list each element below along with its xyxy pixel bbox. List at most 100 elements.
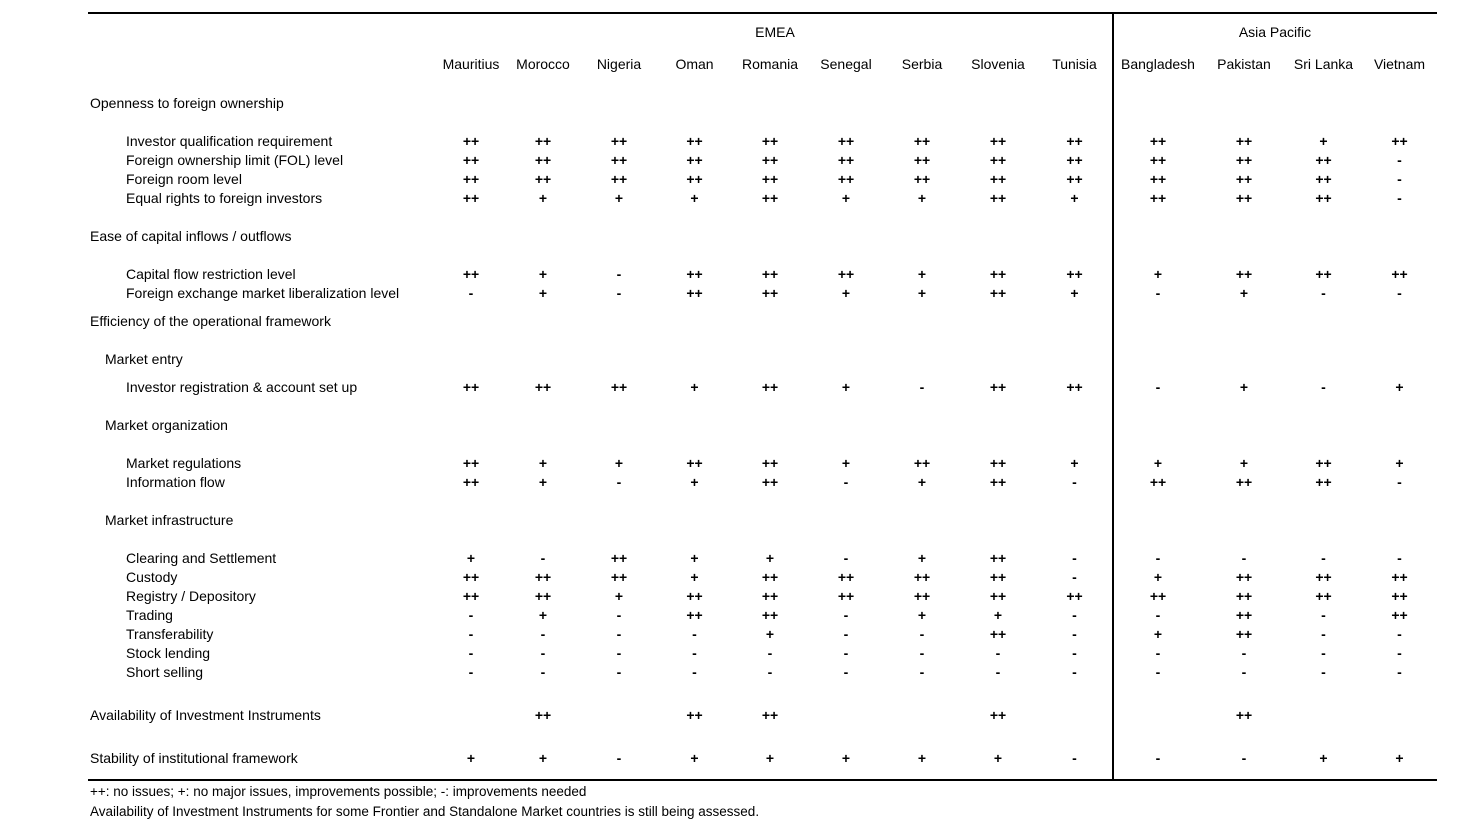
cell-value: + xyxy=(1153,626,1163,642)
cell-value: ++ xyxy=(761,607,779,623)
cell-value: - xyxy=(1397,645,1402,661)
cell-value: - xyxy=(1072,474,1077,490)
cell-value: ++ xyxy=(1235,133,1253,149)
column-header-oman: Oman xyxy=(675,56,714,72)
item-row: Foreign exchange market liberalization l… xyxy=(88,284,1437,303)
row-label: Market entry xyxy=(105,351,183,367)
cell-value xyxy=(1285,706,1362,725)
cell-value: ++ xyxy=(761,379,779,395)
spacer-row xyxy=(88,530,1437,549)
subsection-row: Market infrastructure xyxy=(88,511,1437,530)
cell-value: + xyxy=(917,750,927,766)
cell-value: ++ xyxy=(989,474,1007,490)
cell-value: + xyxy=(1153,455,1163,471)
cell-value: + xyxy=(614,588,624,604)
cell-value: ++ xyxy=(1315,266,1332,282)
cell-value: - xyxy=(1397,474,1402,490)
cell-value: ++ xyxy=(1149,152,1167,168)
cell-value: + xyxy=(1070,455,1079,471)
cell-value: ++ xyxy=(462,266,480,282)
cell-value: ++ xyxy=(534,133,552,149)
cell-value: - xyxy=(919,626,925,642)
cell-value: ++ xyxy=(462,171,480,187)
cell-value: - xyxy=(616,750,622,766)
item-row: Stock lending - - - - - - - - - - - - - xyxy=(88,644,1437,663)
cell-value: - xyxy=(919,379,925,395)
cell-value: + xyxy=(538,266,548,282)
spacer-row xyxy=(88,331,1437,350)
cell-value: - xyxy=(1397,190,1402,206)
cell-value: - xyxy=(1241,550,1247,566)
cell-value: - xyxy=(843,626,849,642)
cell-value: ++ xyxy=(1235,607,1253,623)
cell-value: - xyxy=(1155,379,1161,395)
item-row: Clearing and Settlement + - ++ + + - + ++ - - - - - xyxy=(88,549,1437,568)
cell-value: - xyxy=(843,607,849,623)
cell-value: ++ xyxy=(1066,133,1083,149)
cell-value xyxy=(808,706,884,725)
cell-value: + xyxy=(690,569,699,585)
cell-value: + xyxy=(538,750,548,766)
column-header-vietnam: Vietnam xyxy=(1373,56,1426,72)
column-header-sri-lanka: Sri Lanka xyxy=(1293,56,1354,72)
item-row: Investor qualification requirement ++ ++ ++… xyxy=(88,132,1437,151)
cell-value: + xyxy=(917,474,927,490)
cell-value: ++ xyxy=(989,569,1007,585)
cell-value: + xyxy=(1319,750,1328,766)
table-body: Openness to foreign ownership Investor qu… xyxy=(88,94,1437,768)
cell-value: ++ xyxy=(1391,266,1408,282)
cell-value: + xyxy=(538,455,548,471)
item-row: Registry / Depository ++ ++ + ++ ++ ++ ++ ++ ++ ++… xyxy=(88,587,1437,606)
cell-value: - xyxy=(1155,607,1161,623)
cell-value: ++ xyxy=(1235,474,1253,490)
cell-value: - xyxy=(919,664,925,680)
cell-value: + xyxy=(1153,266,1163,282)
cell-value: + xyxy=(917,607,927,623)
cell-value: ++ xyxy=(837,266,855,282)
section-row: Ease of capital inflows / outflows xyxy=(88,227,1437,246)
cell-value: - xyxy=(1321,550,1326,566)
spacer-row xyxy=(88,397,1437,416)
cell-value: ++ xyxy=(1315,474,1332,490)
cell-value: ++ xyxy=(1315,152,1332,168)
cell-value: ++ xyxy=(534,707,552,723)
row-label: Ease of capital inflows / outflows xyxy=(90,228,292,244)
cell-value: - xyxy=(1072,569,1077,585)
cell-value: - xyxy=(843,664,849,680)
cell-value: ++ xyxy=(1315,569,1332,585)
cell-value: - xyxy=(616,626,622,642)
item-row: Foreign room level ++ ++ ++ ++ ++ ++ ++ ++ ++ ++ ++… xyxy=(88,170,1437,189)
cell-value: ++ xyxy=(1066,171,1083,187)
cell-value: ++ xyxy=(761,588,779,604)
cell-value: - xyxy=(616,474,622,490)
region-header-spacer xyxy=(88,14,437,50)
cell-value: ++ xyxy=(837,588,855,604)
cell-value: - xyxy=(1321,664,1326,680)
cell-value: + xyxy=(1153,569,1163,585)
column-header-bangladesh: Bangladesh xyxy=(1121,56,1195,72)
cell-value: ++ xyxy=(534,171,552,187)
row-label: Information flow xyxy=(126,474,225,490)
cell-value: ++ xyxy=(1315,588,1332,604)
spacer-row xyxy=(88,369,1437,378)
cell-value: ++ xyxy=(989,550,1007,566)
cell-value: ++ xyxy=(913,569,931,585)
row-label: Clearing and Settlement xyxy=(126,550,277,566)
column-header-slovenia: Slovenia xyxy=(971,56,1025,72)
cell-value: ++ xyxy=(989,626,1007,642)
region-header-row: EMEA Asia Pacific xyxy=(88,14,1437,50)
footnotes: ++: no issues; +: no major issues, impro… xyxy=(90,782,1480,822)
cell-value: ++ xyxy=(686,607,703,623)
cell-value: - xyxy=(1321,626,1326,642)
cell-value: + xyxy=(917,550,927,566)
cell-value: + xyxy=(538,607,548,623)
row-label: Custody xyxy=(126,569,178,585)
cell-value: + xyxy=(614,455,624,471)
cell-value: ++ xyxy=(837,569,855,585)
cell-value: ++ xyxy=(1315,171,1332,187)
cell-value xyxy=(1113,706,1203,725)
market-accessibility-table: EMEA Asia Pacific Mauritius Morocco Nigeria… xyxy=(88,12,1437,781)
spacer-row xyxy=(88,492,1437,511)
cell-value: - xyxy=(1072,607,1077,623)
cell-value: + xyxy=(538,285,548,301)
